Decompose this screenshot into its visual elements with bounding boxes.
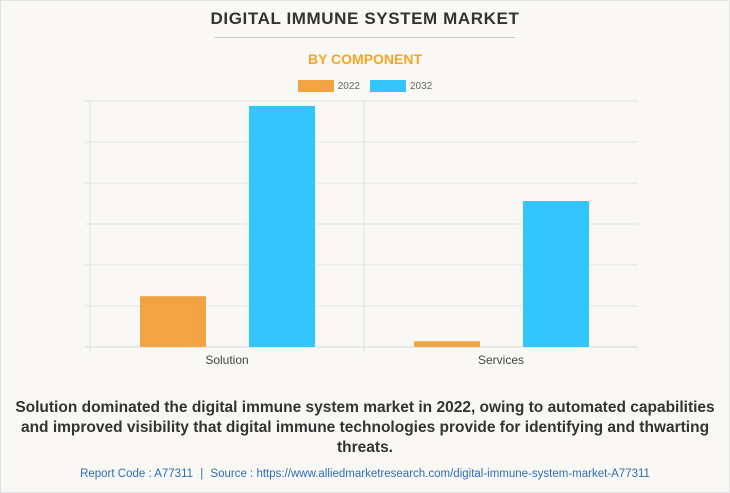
legend-item-2032: 2032 [370, 80, 432, 92]
bar-services-2032 [523, 201, 589, 347]
x-tick-label: Solution [205, 353, 248, 367]
legend-item-2022: 2022 [297, 80, 360, 92]
chart-caption: Solution dominated the digital immune sy… [15, 399, 715, 456]
bar-solution-2022 [140, 296, 206, 347]
footer: Report Code : A77311 | Source : https://… [0, 468, 730, 480]
footer-separator: | [200, 468, 204, 480]
legend-label-2032: 2032 [410, 80, 433, 92]
source-link[interactable]: Source : https://www.alliedmarketresearc… [210, 468, 650, 480]
bar-solution-2032 [249, 105, 315, 347]
legend-swatch-2032 [370, 80, 406, 92]
legend-swatch-2022 [297, 80, 334, 92]
report-code: Report Code : A77311 [80, 468, 194, 480]
legend: 2022 2032 [0, 80, 730, 92]
x-tick-label: Services [478, 353, 524, 367]
bar-services-2022 [414, 341, 480, 347]
chart-subtitle: BY COMPONENT [307, 51, 423, 67]
chart-title: DIGITAL IMMUNE SYSTEM MARKET [210, 9, 520, 28]
title-divider [215, 37, 515, 38]
legend-label-2022: 2022 [337, 80, 360, 92]
